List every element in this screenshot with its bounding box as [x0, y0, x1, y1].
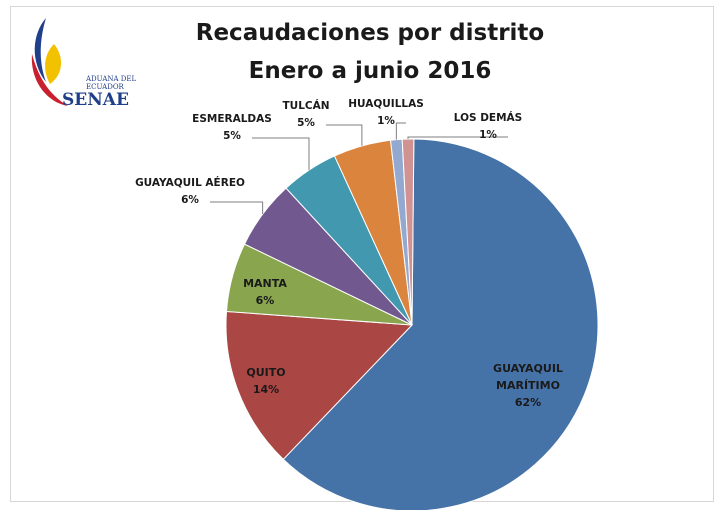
chart-title: Recaudaciones por distrito [195, 20, 545, 46]
chart-subtitle: Enero a junio 2016 [248, 58, 492, 84]
logo-emblem-icon [31, 18, 69, 106]
pie-slices [225, 138, 599, 510]
logo-text-line1: ADUANA DEL [86, 75, 137, 83]
slice-label: MANTA 6% [243, 277, 287, 307]
leader-line [326, 124, 363, 146]
slice-label: QUITO 14% [246, 366, 285, 396]
slice-labels: GUAYAQUIL MARÍTIMO 62% QUITO 14% MANTA 6% GUAYA… [135, 98, 563, 409]
pie-slice-los-dem-s [401, 138, 415, 326]
leader-line [252, 137, 310, 171]
slice-label: TULCÁN 5% [283, 99, 330, 129]
slice-label: GUAYAQUIL AÉREO 6% [135, 176, 245, 206]
slice-label: LOS DEMÁS 1% [454, 111, 523, 141]
logo-text-line2: ECUADOR [86, 83, 124, 91]
leader-lines [210, 122, 508, 215]
leader-line [395, 122, 406, 140]
leader-line [210, 201, 264, 215]
senae-logo [24, 14, 144, 114]
slice-label: ESMERALDAS 5% [192, 113, 272, 142]
leader-line [407, 136, 508, 140]
slice-label: HUAQUILLAS 1% [348, 98, 424, 127]
slice-label: GUAYAQUIL MARÍTIMO 62% [493, 362, 563, 409]
pie-slice-quito [225, 310, 414, 461]
logo-text-line3: SENAE [62, 90, 129, 110]
pie-slice-guayaquil-mar-timo [282, 138, 599, 510]
